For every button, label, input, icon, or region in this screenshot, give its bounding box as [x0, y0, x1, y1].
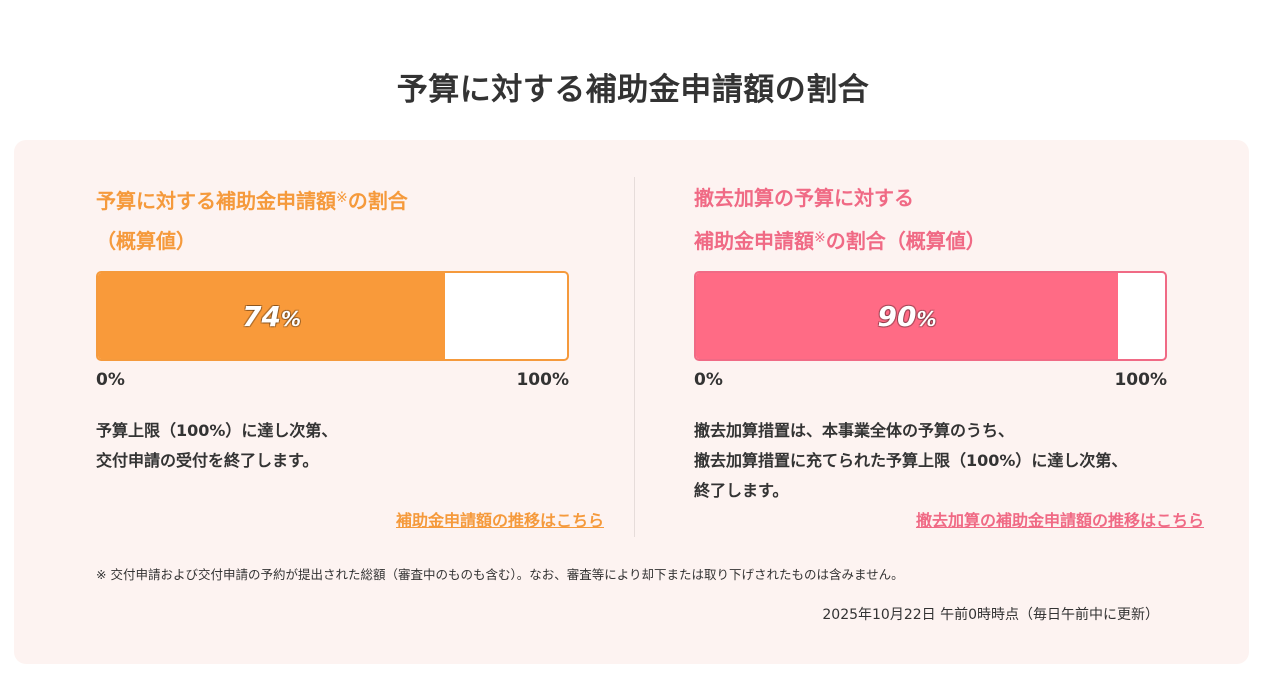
update-timestamp: 2025年10月22日 午前0時時点（毎日午前中に更新） [822, 607, 1159, 623]
heading-text-suffix: の割合（概算値） [825, 229, 986, 253]
removal-percent-label: 90% [878, 300, 937, 333]
note-mark: ※ [814, 230, 826, 246]
budget-progress-fill: 74% [98, 273, 446, 359]
budget-progress-bar: 74% [96, 271, 569, 361]
heading-text: 予算に対する補助金申請額 [96, 189, 336, 213]
page-title: 予算に対する補助金申請額の割合 [396, 72, 870, 108]
heading-text: 補助金申請額 [694, 229, 814, 253]
scale-max-label: 100% [516, 370, 569, 390]
budget-percent-label: 74% [242, 300, 301, 333]
application-trend-link[interactable]: 補助金申請額の推移はこちら [395, 511, 604, 530]
scale-max-label: 100% [1114, 370, 1167, 390]
removal-progress-bar: 90% [694, 271, 1167, 361]
heading-subtext: （概算値） [96, 229, 196, 253]
description-line: 終了します。 [694, 481, 789, 500]
removal-description: 撤去加算措置は、本事業全体の予算のうち、 撤去加算措置に充てられた予算上限（10… [694, 416, 1127, 506]
note-mark: ※ [336, 190, 348, 206]
removal-trend-link[interactable]: 撤去加算の補助金申請額の推移はこちら [915, 511, 1204, 530]
scale-min-label: 0% [96, 370, 125, 390]
budget-ratio-panel: 予算に対する補助金申請額※の割合 （概算値） 74% 0% 100% 予算上限（… [14, 140, 1249, 664]
heading-text: 撤去加算の予算に対する [694, 186, 914, 210]
removal-ratio-heading: 撤去加算の予算に対する 補助金申請額※の割合（概算値） [694, 178, 986, 261]
percent-sign: % [280, 306, 302, 331]
percent-sign: % [916, 306, 937, 331]
description-line: 撤去加算措置に充てられた予算上限（100%）に達し次第、 [694, 451, 1128, 470]
percent-number: 90 [877, 299, 917, 333]
scale-min-label: 0% [694, 370, 723, 390]
description-line: 撤去加算措置は、本事業全体の予算のうち、 [694, 421, 1015, 440]
description-line: 交付申請の受付を終了します。 [96, 451, 319, 470]
heading-text-suffix: の割合 [347, 189, 408, 213]
budget-description: 予算上限（100%）に達し次第、 交付申請の受付を終了します。 [96, 416, 337, 476]
footnote: ※ 交付申請および交付申請の予約が提出された総額（審査中のものも含む）。なお、審… [96, 567, 904, 582]
section-divider [634, 177, 635, 537]
description-line: 予算上限（100%）に達し次第、 [96, 421, 338, 440]
budget-ratio-heading: 予算に対する補助金申請額※の割合 （概算値） [96, 178, 408, 261]
removal-progress-fill: 90% [696, 273, 1119, 359]
percent-number: 74 [242, 299, 281, 333]
